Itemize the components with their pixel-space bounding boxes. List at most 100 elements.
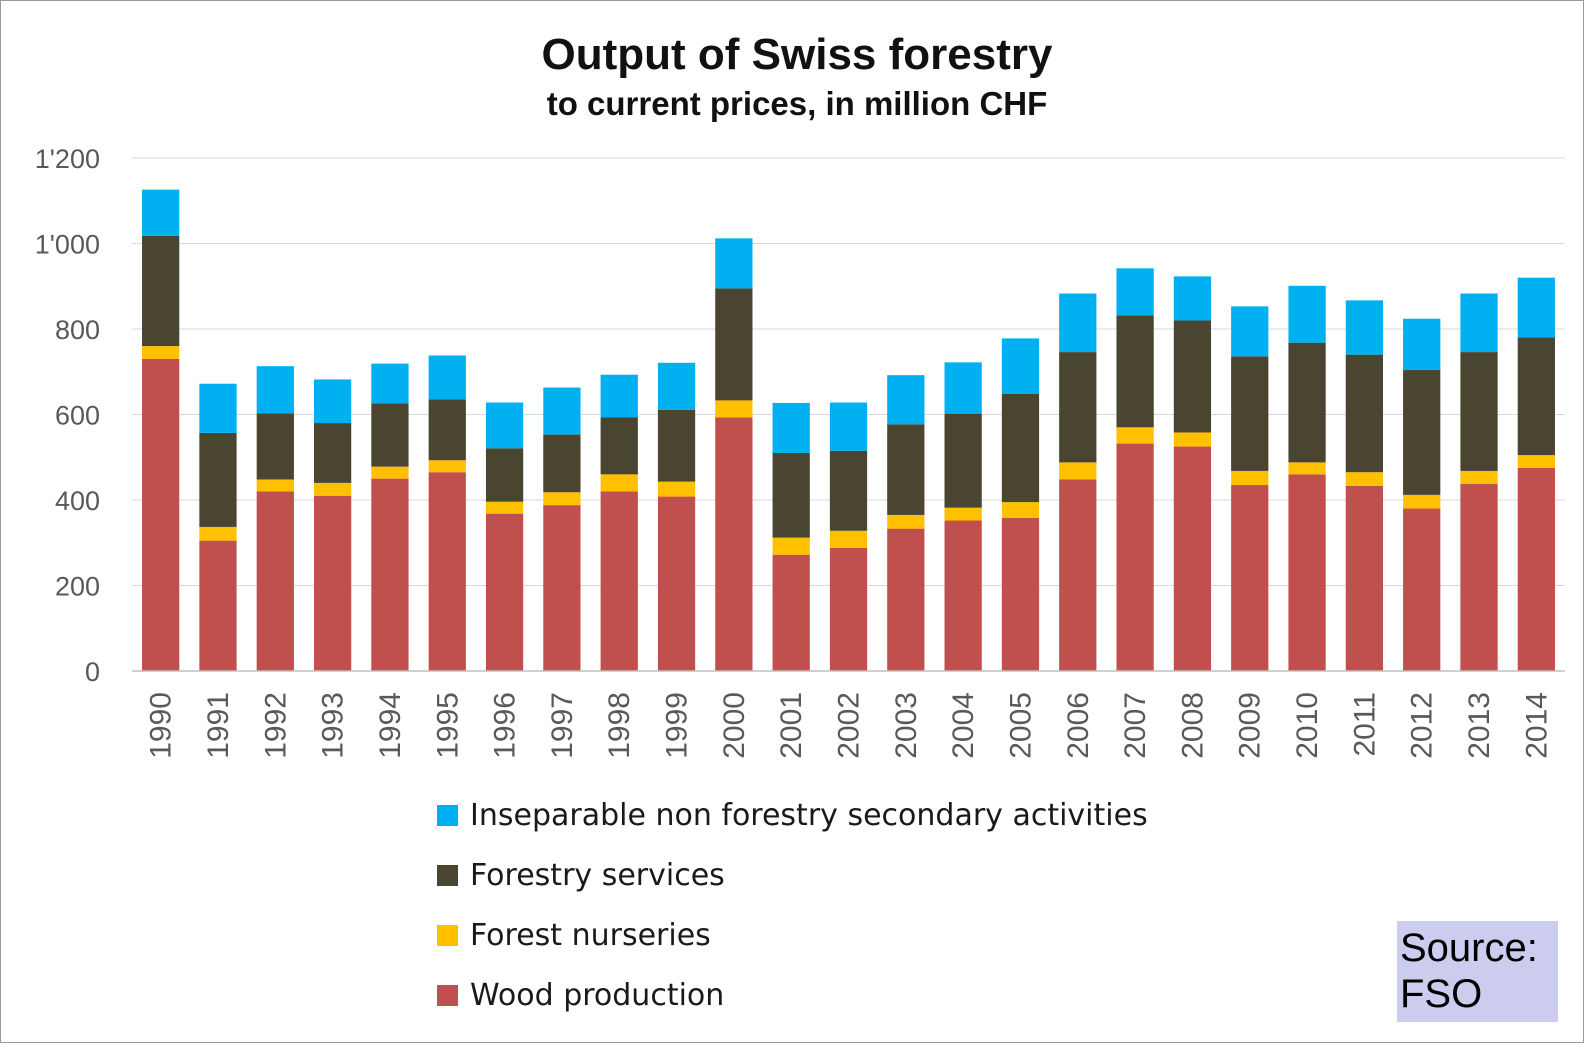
legend-label: Forest nurseries (470, 917, 711, 953)
bar-inseparable-non-forestry-secondary-activities (944, 362, 982, 414)
bar-forest-nurseries (887, 514, 925, 529)
bar-forestry-services (1001, 393, 1040, 503)
bar-wood-production (1345, 485, 1384, 671)
bar-forestry-services (887, 424, 925, 515)
bar-inseparable-non-forestry-secondary-activities (1345, 300, 1384, 355)
y-tick-label: 200 (55, 572, 100, 602)
bar-wood-production (543, 505, 581, 671)
bar-forest-nurseries (371, 466, 409, 479)
legend-swatch (437, 864, 458, 886)
legend-swatch (437, 984, 458, 1006)
bar-forestry-services (1059, 352, 1097, 463)
bar-forestry-services (657, 409, 696, 482)
bar-forest-nurseries (256, 479, 294, 492)
y-tick-label: 1'000 (35, 230, 100, 260)
bar-inseparable-non-forestry-secondary-activities (543, 387, 581, 435)
x-tick-label: 2006 (1062, 692, 1095, 759)
bar-wood-production (944, 520, 982, 671)
legend-item: Forestry services (437, 855, 725, 895)
bar-inseparable-non-forestry-secondary-activities (142, 189, 180, 236)
bar-inseparable-non-forestry-secondary-activities (485, 402, 524, 449)
bar-inseparable-non-forestry-secondary-activities (1116, 268, 1154, 316)
bar-forestry-services (1403, 370, 1441, 495)
bar-forest-nurseries (142, 346, 180, 359)
bar-forest-nurseries (944, 507, 982, 521)
bar-wood-production (1403, 508, 1441, 671)
bar-inseparable-non-forestry-secondary-activities (887, 375, 925, 425)
bar-wood-production (600, 491, 638, 671)
y-tick-label: 1'200 (35, 144, 100, 174)
x-tick-label: 1996 (489, 692, 522, 759)
x-tick-label: 1991 (202, 692, 235, 759)
bar-wood-production (715, 417, 753, 671)
x-tick-label: 2004 (947, 692, 980, 759)
bar-forest-nurseries (829, 530, 868, 548)
bar-wood-production (1001, 517, 1040, 671)
y-tick-label: 800 (55, 315, 100, 345)
bar-wood-production (1460, 483, 1498, 671)
x-tick-label: 1999 (661, 692, 694, 759)
legend-swatch (437, 804, 458, 826)
bar-inseparable-non-forestry-secondary-activities (1231, 306, 1269, 357)
bar-forest-nurseries (1460, 470, 1498, 484)
bar-forest-nurseries (1403, 494, 1441, 509)
bar-forest-nurseries (1116, 427, 1154, 444)
bar-forest-nurseries (1517, 455, 1555, 468)
bar-forest-nurseries (1001, 502, 1040, 518)
bar-wood-production (829, 547, 868, 671)
bar-wood-production (428, 472, 466, 671)
bar-forest-nurseries (1288, 462, 1326, 475)
bar-forest-nurseries (313, 482, 352, 496)
bar-forest-nurseries (485, 501, 524, 514)
bar-forestry-services (1173, 320, 1212, 433)
bar-inseparable-non-forestry-secondary-activities (1460, 293, 1498, 353)
x-tick-label: 2014 (1520, 692, 1553, 759)
bar-forest-nurseries (1345, 472, 1384, 486)
bar-wood-production (1288, 474, 1326, 671)
bar-forestry-services (944, 413, 982, 508)
bar-forestry-services (371, 403, 409, 467)
bar-inseparable-non-forestry-secondary-activities (600, 374, 638, 418)
bar-forestry-services (428, 399, 466, 461)
bar-inseparable-non-forestry-secondary-activities (1288, 285, 1326, 343)
bar-inseparable-non-forestry-secondary-activities (1173, 276, 1212, 321)
bar-forest-nurseries (543, 492, 581, 506)
bar-forestry-services (1345, 354, 1384, 473)
x-tick-label: 2013 (1463, 692, 1496, 759)
bar-forestry-services (313, 423, 352, 483)
bar-forest-nurseries (199, 526, 237, 541)
bar-inseparable-non-forestry-secondary-activities (715, 238, 753, 289)
x-tick-label: 1995 (431, 692, 464, 759)
bar-forestry-services (715, 288, 753, 401)
bar-wood-production (1059, 479, 1097, 671)
x-tick-label: 1998 (603, 692, 636, 759)
x-tick-label: 2009 (1234, 692, 1267, 759)
legend-label: Wood production (470, 977, 725, 1013)
x-tick-label: 2007 (1119, 692, 1152, 759)
bar-wood-production (199, 540, 237, 671)
legend-item: Forest nurseries (437, 915, 711, 955)
bar-forest-nurseries (1231, 470, 1269, 486)
x-tick-label: 1992 (259, 692, 292, 759)
bar-forest-nurseries (428, 460, 466, 473)
bar-forestry-services (1231, 356, 1269, 471)
legend-label: Inseparable non forestry secondary activ… (470, 797, 1148, 833)
x-tick-label: 1994 (374, 692, 407, 759)
legend-swatch (437, 924, 458, 946)
y-tick-label: 0 (85, 657, 100, 687)
bar-forestry-services (485, 448, 524, 502)
bar-forestry-services (142, 235, 180, 347)
bar-wood-production (1517, 467, 1555, 671)
bar-forestry-services (772, 452, 810, 538)
x-tick-label: 1997 (546, 692, 579, 759)
bar-wood-production (1116, 443, 1154, 671)
bar-forest-nurseries (772, 537, 810, 555)
x-tick-label: 1993 (317, 692, 350, 759)
bar-forestry-services (829, 450, 868, 531)
y-tick-label: 600 (55, 401, 100, 431)
chart-title: Output of Swiss forestry (541, 30, 1053, 79)
x-tick-label: 2010 (1291, 692, 1324, 759)
bar-inseparable-non-forestry-secondary-activities (256, 366, 294, 414)
source-note: Source: FSO (1397, 921, 1558, 1022)
bar-inseparable-non-forestry-secondary-activities (829, 402, 868, 451)
